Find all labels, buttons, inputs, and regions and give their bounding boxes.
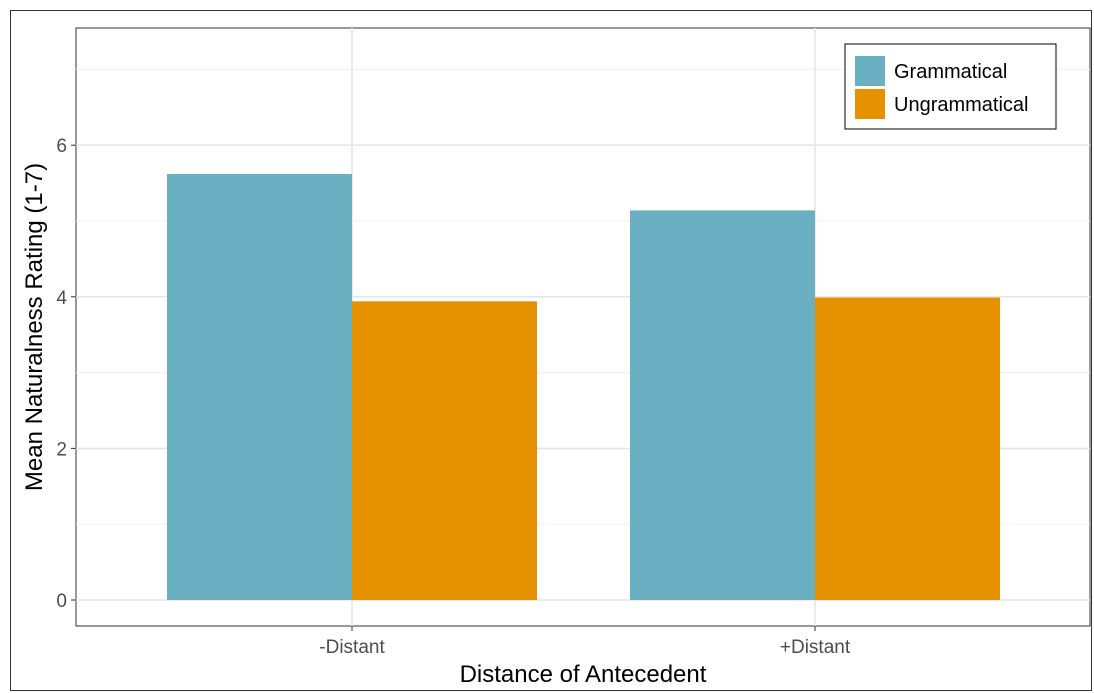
bar-ungrammatical-plus-distant (815, 297, 1000, 600)
legend-label-grammatical: Grammatical (894, 61, 1007, 83)
bar-grammatical-plus-distant (630, 210, 815, 600)
y-tick-label: 4 (56, 288, 67, 309)
bars (167, 174, 1000, 600)
bar-grammatical-minus-distant (167, 174, 352, 600)
x-axis-title: Distance of Antecedent (460, 661, 707, 688)
bar-ungrammatical-minus-distant (352, 301, 537, 600)
y-tick-label: 2 (56, 439, 67, 460)
legend-swatch-grammatical (855, 56, 885, 86)
legend: Grammatical Ungrammatical (844, 43, 1057, 130)
axes: 0 2 4 6 -Distant +Distant (56, 136, 850, 658)
legend-label-ungrammatical: Ungrammatical (894, 94, 1028, 116)
x-tick-label: -Distant (319, 637, 385, 658)
y-tick-label: 6 (56, 136, 67, 157)
y-axis-title: Mean Naturalness Rating (1-7) (21, 163, 48, 491)
legend-swatch-ungrammatical (855, 89, 885, 119)
y-tick-label: 0 (56, 591, 67, 612)
x-tick-label: +Distant (780, 637, 851, 658)
